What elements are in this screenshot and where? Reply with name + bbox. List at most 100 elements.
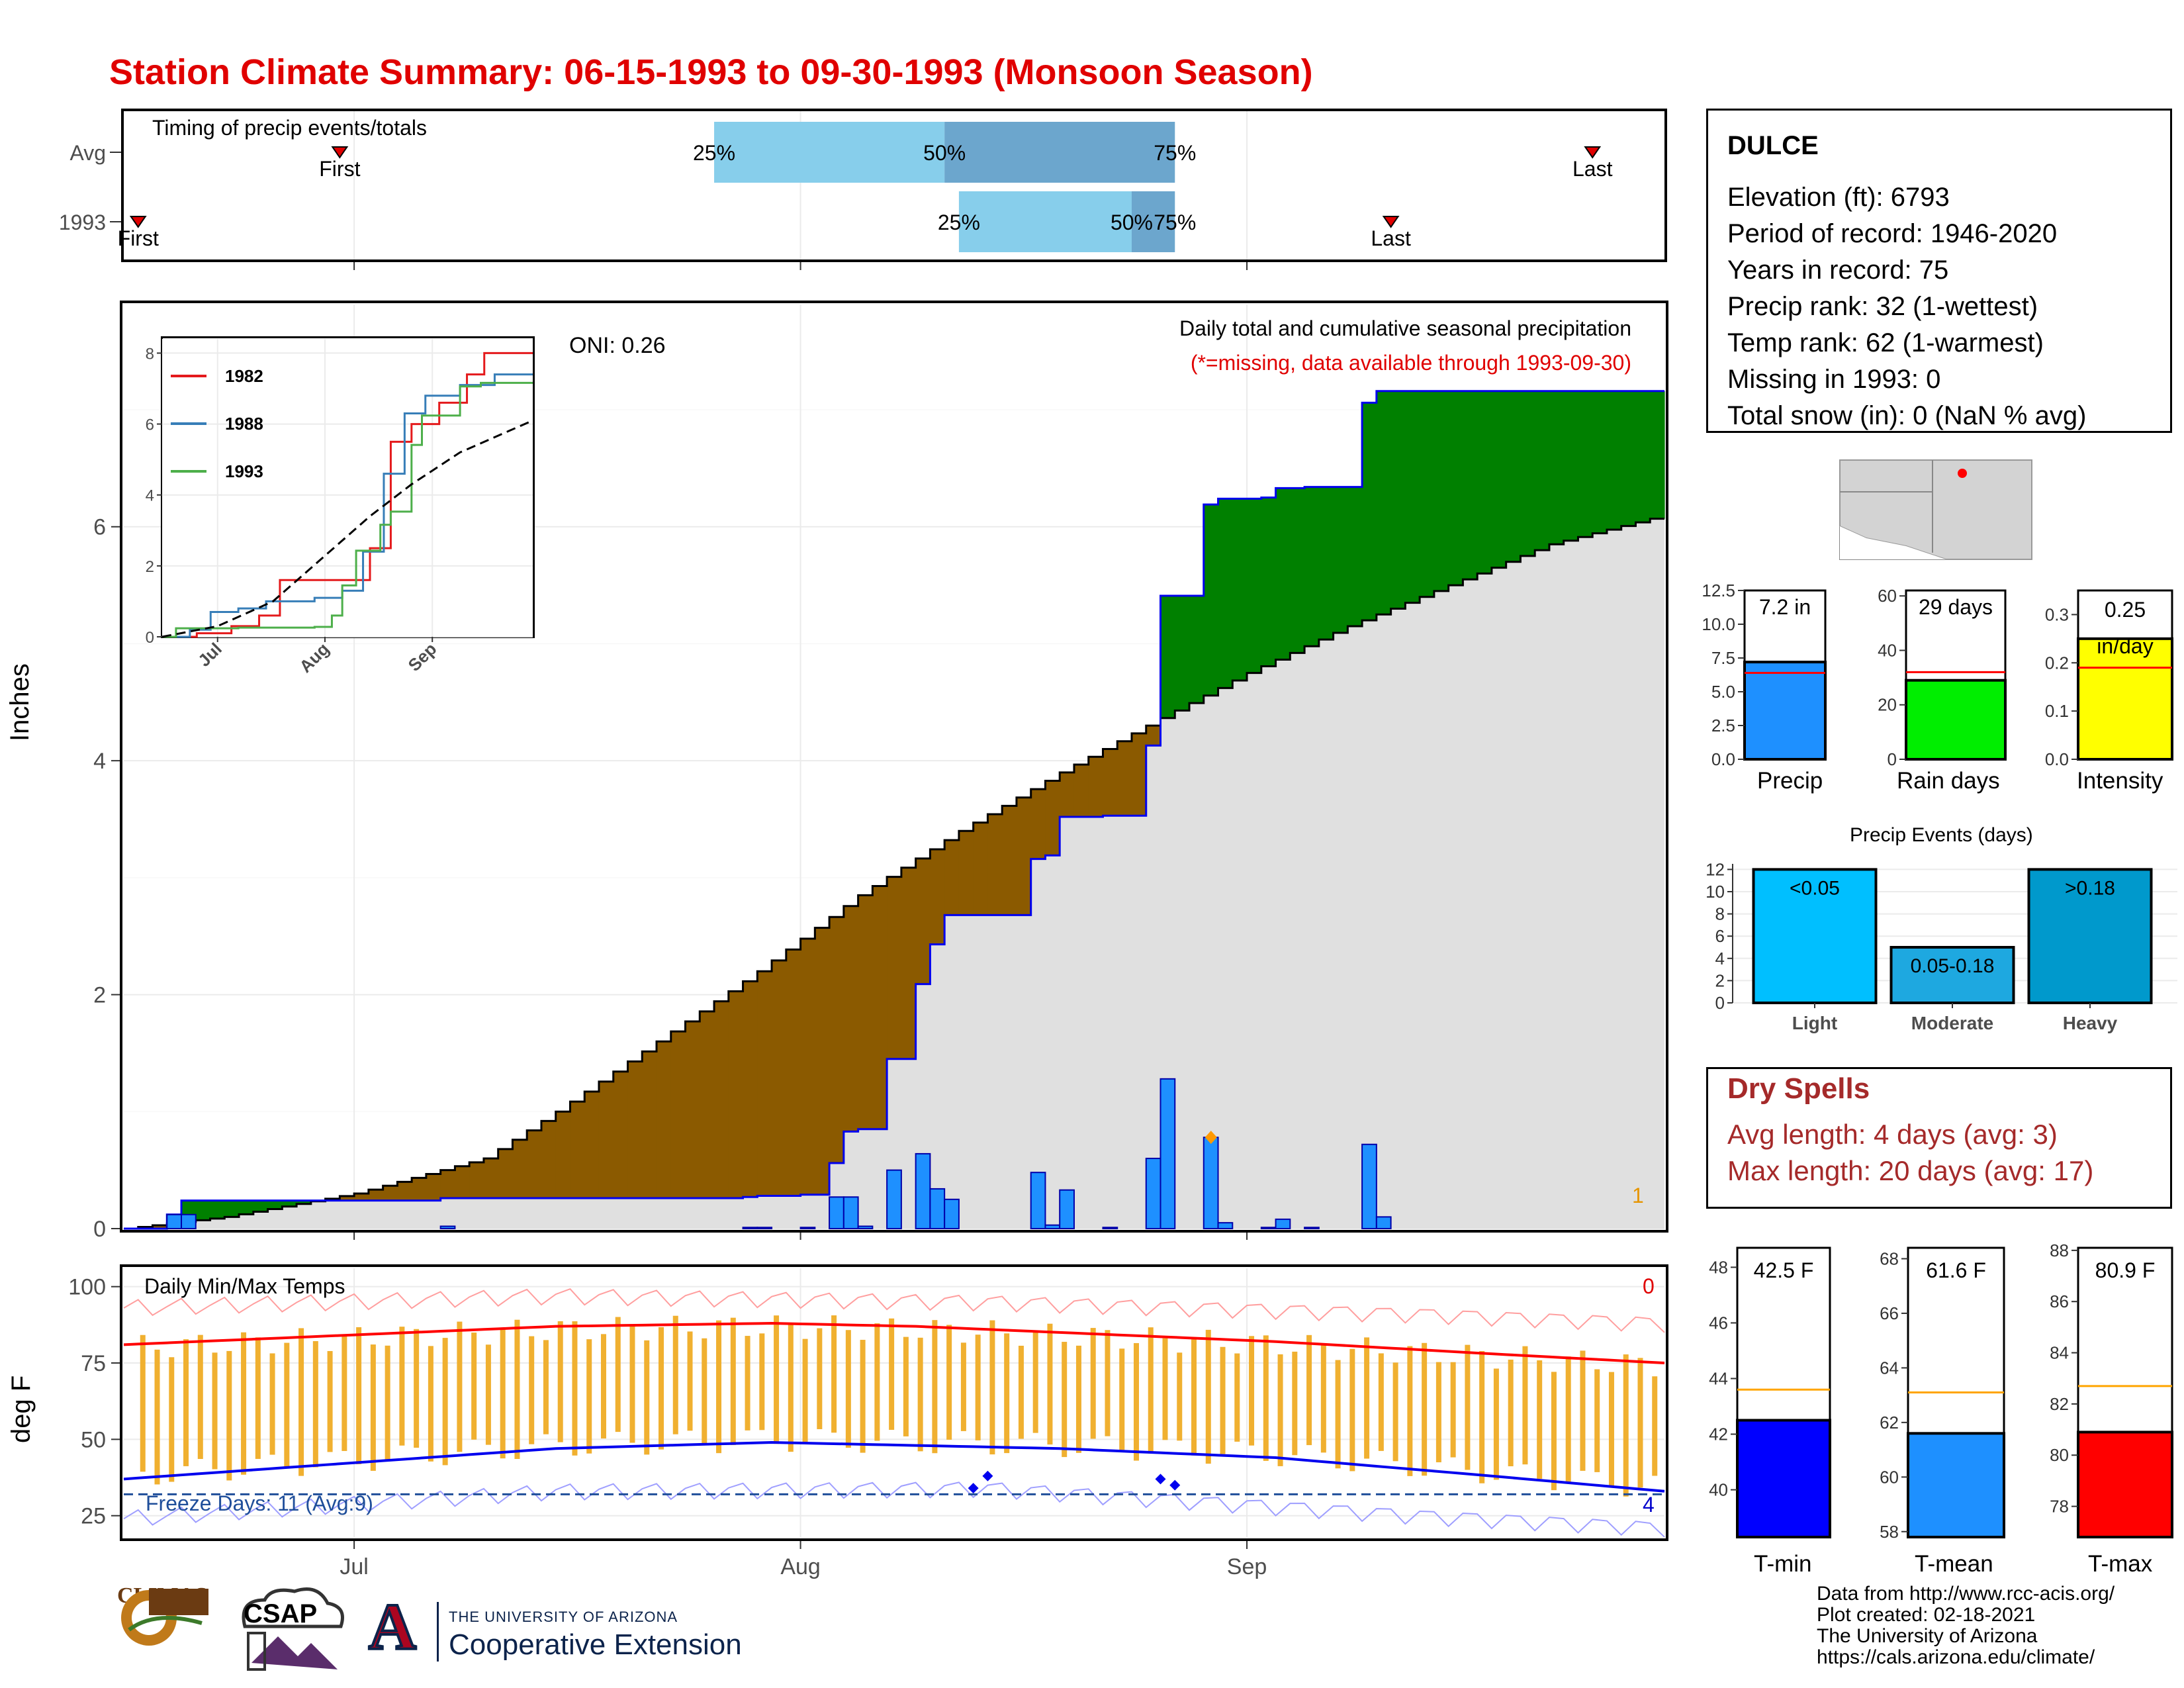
daily-temp-bar bbox=[802, 1338, 808, 1442]
daily-temp-bar bbox=[1623, 1354, 1629, 1497]
tbar-value-bar bbox=[2077, 1430, 2173, 1538]
mini-ytick-label: 20 bbox=[1878, 695, 1897, 715]
mini-value-unit: in/day bbox=[2097, 634, 2153, 658]
deficit-band bbox=[1016, 797, 1032, 915]
daily-temp-bar bbox=[845, 1330, 851, 1448]
timing-p75-label: 75% bbox=[1154, 141, 1196, 165]
daily-temp-bar bbox=[1608, 1372, 1614, 1488]
events-ytick-label: 8 bbox=[1715, 904, 1725, 924]
precip-rank-line: Precip rank: 32 (1-wettest) bbox=[1727, 292, 2038, 321]
daily-precip-bar bbox=[1030, 1172, 1046, 1229]
inset-legend-label: 1988 bbox=[225, 414, 263, 434]
mini-ytick-label: 2.5 bbox=[1711, 716, 1735, 735]
deficit-band bbox=[412, 1178, 427, 1201]
daily-temp-bar bbox=[1537, 1360, 1543, 1479]
daily-temp-bar bbox=[730, 1317, 736, 1446]
daily-temp-bar bbox=[874, 1323, 880, 1441]
daily-temp-bar bbox=[903, 1336, 909, 1436]
temps-ytick-label: 75 bbox=[81, 1351, 106, 1376]
surplus-band bbox=[1606, 391, 1622, 530]
freeze-marker bbox=[1169, 1479, 1181, 1491]
daily-temp-bar bbox=[370, 1344, 376, 1471]
daily-temp-bar bbox=[1047, 1323, 1053, 1445]
daily-temp-bar bbox=[702, 1338, 707, 1444]
freeze-marker bbox=[1155, 1474, 1166, 1485]
daily-precip-bar bbox=[857, 1225, 874, 1229]
daily-temp-bar bbox=[1148, 1327, 1154, 1454]
timing-first-label: First bbox=[118, 226, 159, 250]
deficit-band bbox=[383, 1186, 398, 1201]
daily-temp-bar bbox=[1004, 1333, 1010, 1454]
timing-last-label: Last bbox=[1572, 157, 1613, 181]
tbar-ytick-label: 68 bbox=[1880, 1248, 1899, 1268]
daily-temp-bar bbox=[774, 1315, 780, 1444]
daily-temp-bar bbox=[197, 1335, 203, 1460]
ua-letter-logo: A bbox=[367, 1590, 418, 1664]
daily-temp-bar bbox=[1062, 1342, 1068, 1458]
daily-temp-bar bbox=[1450, 1362, 1456, 1458]
daily-temp-bar bbox=[471, 1333, 477, 1440]
daily-temp-bar bbox=[1493, 1368, 1499, 1480]
daily-temp-bar bbox=[1551, 1372, 1557, 1491]
events-ytick-label: 6 bbox=[1715, 926, 1725, 946]
daily-temp-bar bbox=[1335, 1360, 1341, 1469]
deficit-band bbox=[728, 991, 744, 1199]
temps-ytick-label: 50 bbox=[81, 1427, 106, 1452]
mini-value-bar bbox=[1905, 679, 2007, 761]
daily-temp-bar bbox=[154, 1349, 160, 1485]
surplus-band bbox=[1635, 391, 1651, 523]
events-ytick-label: 4 bbox=[1715, 949, 1725, 968]
credit-data-source: Data from http://www.rcc-acis.org/ bbox=[1817, 1583, 2115, 1605]
deficit-band bbox=[455, 1166, 470, 1199]
deficit-band bbox=[1045, 780, 1060, 856]
daily-temp-bar bbox=[586, 1339, 592, 1454]
deficit-band bbox=[843, 906, 859, 1132]
deficit-band bbox=[613, 1071, 629, 1199]
station-name: DULCE bbox=[1727, 131, 1819, 160]
precip-subtitle: Daily total and cumulative seasonal prec… bbox=[1179, 316, 1631, 340]
temps-title: Daily Min/Max Temps bbox=[144, 1274, 345, 1298]
timing-last-marker bbox=[1584, 146, 1602, 159]
surplus-band bbox=[1650, 391, 1665, 519]
daily-temp-bar bbox=[1320, 1344, 1326, 1453]
deficit-band bbox=[958, 831, 974, 915]
event-bar-label: <0.05 bbox=[1790, 877, 1840, 899]
daily-temp-bar bbox=[917, 1337, 923, 1452]
daily-temp-bar bbox=[442, 1338, 448, 1466]
timing-row-label: 1993 bbox=[59, 211, 106, 234]
deficit-band bbox=[887, 876, 902, 1059]
daily-temp-bar bbox=[659, 1327, 664, 1450]
deficit-band bbox=[743, 981, 758, 1197]
deficit-band bbox=[642, 1051, 657, 1199]
daily-precip-bar bbox=[799, 1227, 816, 1229]
daily-temp-bar bbox=[1119, 1348, 1125, 1450]
mini-label-precip: Precip bbox=[1757, 768, 1823, 794]
surplus-band bbox=[1433, 391, 1449, 591]
temps-xtick-label: Jul bbox=[340, 1554, 368, 1579]
missing-note: (*=missing, data available through 1993-… bbox=[1190, 351, 1631, 375]
dry-spells-panel bbox=[1706, 1067, 2172, 1209]
daily-temp-bar bbox=[759, 1333, 765, 1430]
daily-temp-bar bbox=[1277, 1354, 1283, 1466]
surplus-band bbox=[1535, 391, 1550, 551]
daily-temp-bar bbox=[1652, 1376, 1658, 1476]
surplus-band bbox=[1592, 391, 1608, 534]
tbar-ytick-label: 78 bbox=[2050, 1497, 2069, 1517]
daily-precip-bar bbox=[1059, 1189, 1075, 1229]
tbar-value-bar bbox=[1736, 1419, 1831, 1539]
inset-ytick-label: 2 bbox=[146, 558, 154, 576]
deficit-band bbox=[512, 1139, 527, 1199]
surplus-band bbox=[1261, 497, 1277, 667]
deficit-band bbox=[757, 971, 772, 1196]
surplus-band bbox=[1520, 391, 1535, 556]
events-ytick-label: 0 bbox=[1715, 993, 1725, 1013]
daily-temp-bar bbox=[241, 1332, 247, 1475]
temps-xtick-label: Sep bbox=[1227, 1554, 1267, 1579]
inset-series-average bbox=[161, 419, 533, 638]
daily-temp-bar bbox=[385, 1345, 390, 1460]
surplus-band bbox=[1549, 391, 1565, 545]
surplus-band bbox=[296, 1200, 312, 1204]
station-info-panel bbox=[1706, 109, 2172, 433]
surplus-band bbox=[1563, 391, 1579, 541]
inset-legend-label: 1993 bbox=[225, 461, 263, 481]
